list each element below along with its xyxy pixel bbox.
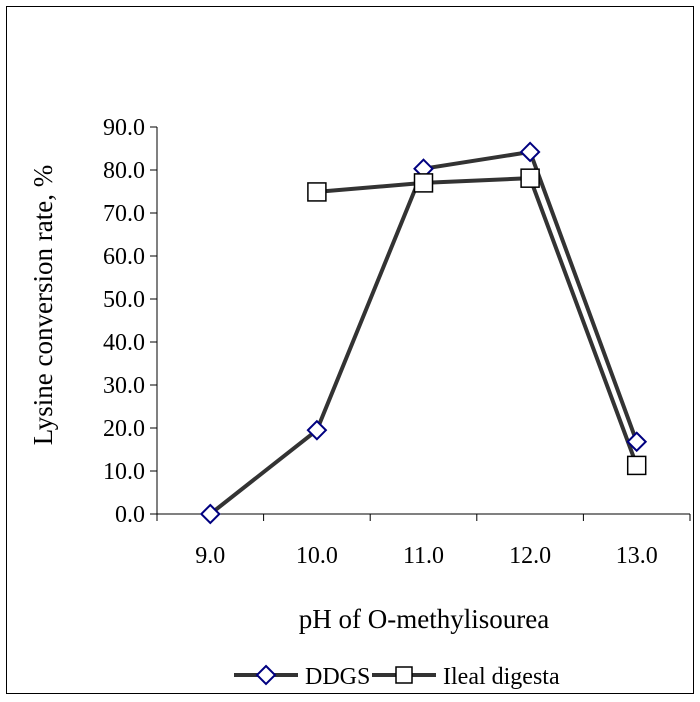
y-tick-label: 10.0: [103, 459, 145, 485]
data-point-ddgs: [626, 431, 648, 453]
legend: DDGS Ileal digesta: [234, 664, 560, 690]
series-line-ddgs: [209, 149, 639, 516]
y-tick-label: 50.0: [103, 287, 145, 313]
y-tick-label: 60.0: [103, 244, 145, 270]
x-tick-label: 10.0: [296, 543, 338, 569]
legend-ddgs-marker: [255, 664, 277, 686]
data-point-ileal-digesta: [307, 182, 327, 202]
x-axis-title: pH of O-methylisourea: [299, 604, 549, 634]
data-point-ddgs: [199, 503, 221, 525]
data-point-ileal-digesta: [413, 173, 434, 193]
y-tick-label: 80.0: [103, 158, 145, 184]
y-tick-label: 70.0: [103, 201, 145, 227]
data-point-ddgs: [306, 419, 328, 441]
y-tick-label: 30.0: [103, 373, 145, 399]
y-axis-title: Lysine conversion rate, %: [28, 165, 58, 445]
x-tick-label: 13.0: [616, 543, 658, 569]
x-tick-label: 12.0: [509, 543, 551, 569]
data-point-ileal-digesta: [626, 455, 647, 476]
y-tick-label: 20.0: [103, 416, 145, 442]
legend-ileal-marker: [395, 666, 413, 684]
axes: [156, 127, 690, 515]
y-tick-label: 0.0: [115, 502, 145, 528]
y-tick-label: 40.0: [103, 330, 145, 356]
x-tick-label: 11.0: [403, 543, 444, 569]
legend-ileal-label: Ileal digesta: [443, 664, 560, 690]
series-line-ileal-digesta: [316, 176, 639, 467]
y-ticks: 0.0 10.0 20.0 30.0 40.0 50.0 60.0 70.0 80.0 90.0: [103, 115, 157, 528]
x-tick-label: 9.0: [195, 543, 225, 569]
x-ticks: 9.0 10.0 11.0 12.0 13.0: [156, 514, 691, 569]
data-point-ddgs: [519, 141, 541, 163]
y-tick-label: 90.0: [103, 115, 145, 141]
legend-ddgs-label: DDGS: [305, 664, 370, 690]
data-point-ileal-digesta: [520, 168, 540, 188]
series-layer: [199, 141, 648, 525]
